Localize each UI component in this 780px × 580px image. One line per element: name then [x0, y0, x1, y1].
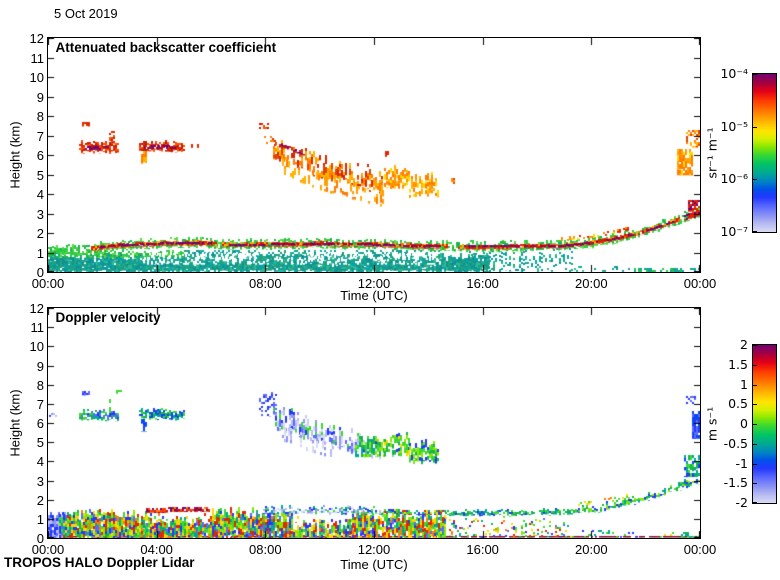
colorbar-tick-label: 10⁻⁷ — [720, 224, 748, 239]
x-tick-label: 20:00 — [575, 542, 608, 557]
x-tick-label: 20:00 — [575, 276, 608, 291]
y-tick-label: 11 — [30, 320, 45, 336]
x-tick-label: 12:00 — [357, 542, 391, 557]
y-tick-label: 3 — [36, 473, 44, 489]
y-tick-label: 7 — [36, 396, 44, 412]
x-tick-label: 04:00 — [140, 276, 173, 291]
colorbar-tick-label: 2 — [740, 337, 748, 352]
y-tick-label: 1 — [36, 245, 44, 261]
date-label: 5 Oct 2019 — [54, 6, 118, 21]
y-tick-label: 3 — [36, 206, 44, 222]
colorbar-tick-mark — [753, 179, 757, 181]
instrument-label: TROPOS HALO Doppler Lidar — [4, 555, 195, 570]
x-tick-label: 00:00 — [683, 276, 717, 291]
y-tick-label: 9 — [36, 89, 44, 105]
x-tick-label: 00:00 — [31, 542, 65, 557]
colorbar-tick-mark — [753, 126, 757, 128]
colorbar-tick-mark — [753, 74, 757, 75]
y-tick-label: 12 — [29, 301, 44, 316]
colorbar-tick-label: 0 — [740, 416, 748, 431]
y-tick-label: 4 — [36, 454, 44, 470]
y-tick-label: 1 — [36, 511, 44, 527]
y-tick-label: 6 — [36, 148, 44, 163]
colorbar-tick-mark — [753, 231, 757, 232]
y-tick-label: 0 — [36, 531, 44, 546]
x-tick-label: 04:00 — [140, 542, 173, 557]
colorbar-tick-label: -0.5 — [723, 435, 748, 451]
colorbar-tick-label: 10⁻⁶ — [720, 171, 748, 187]
colorbar-tick-mark — [753, 424, 757, 425]
y-tick-label: 4 — [36, 187, 44, 202]
velocity-colorbar — [751, 343, 777, 504]
y-tick-label: 10 — [29, 70, 44, 85]
colorbar-tick-label: 10⁻⁵ — [720, 118, 748, 134]
velocity-title: Doppler velocity — [55, 309, 161, 325]
y-tick-label: 10 — [29, 339, 44, 355]
colorbar-tick-mark — [753, 364, 757, 366]
x-tick-label: 00:00 — [31, 276, 65, 291]
colorbar-tick-mark — [753, 404, 757, 406]
y-tick-label: 8 — [36, 377, 44, 393]
colorbar-tick-label: -1 — [735, 455, 748, 471]
x-tick-label: 16:00 — [466, 542, 499, 557]
x-tick-label: 08:00 — [249, 276, 282, 291]
y-tick-label: 5 — [36, 167, 44, 183]
velocity-x-axis-label: Time (UTC) — [340, 557, 408, 572]
y-tick-label: 2 — [36, 226, 44, 241]
colorbar-tick-label: -1.5 — [723, 475, 748, 491]
colorbar-tick-label: 1.5 — [728, 356, 748, 372]
y-tick-label: 2 — [36, 492, 44, 508]
backscatter-heatmap — [47, 37, 700, 272]
x-tick-label: 16:00 — [466, 276, 499, 291]
colorbar-tick-label: 0.5 — [728, 396, 748, 412]
x-tick-label: 08:00 — [249, 542, 282, 557]
backscatter-title: Attenuated backscatter coefficient — [55, 39, 277, 55]
colorbar-tick-mark — [753, 384, 757, 386]
velocity-panel: Doppler velocity — [46, 306, 701, 539]
colorbar-tick-mark — [753, 483, 757, 485]
x-tick-label: 00:00 — [683, 542, 717, 557]
y-tick-label: 0 — [36, 265, 44, 280]
colorbar-tick-label: -2 — [735, 495, 748, 510]
backscatter-colorbar — [751, 72, 777, 233]
y-tick-label: 8 — [36, 109, 44, 124]
y-tick-label: 5 — [36, 435, 44, 451]
colorbar-tick-label: 10⁻⁴ — [720, 66, 748, 81]
colorbar-tick-mark — [753, 345, 757, 346]
colorbar-tick-mark — [753, 463, 757, 465]
backscatter-panel: Attenuated backscatter coefficient — [46, 36, 701, 273]
y-tick-label: 7 — [36, 128, 44, 144]
backscatter-x-axis-label: Time (UTC) — [340, 288, 408, 303]
colorbar-tick-mark — [753, 443, 757, 445]
colorbar-tick-mark — [753, 502, 757, 503]
colorbar-tick-label: 1 — [740, 376, 748, 392]
x-tick-label: 12:00 — [357, 276, 391, 291]
y-tick-label: 6 — [36, 416, 44, 431]
y-tick-label: 11 — [30, 50, 45, 66]
velocity-heatmap — [47, 307, 700, 538]
y-tick-label: 9 — [36, 358, 44, 374]
y-tick-label: 12 — [29, 31, 44, 46]
